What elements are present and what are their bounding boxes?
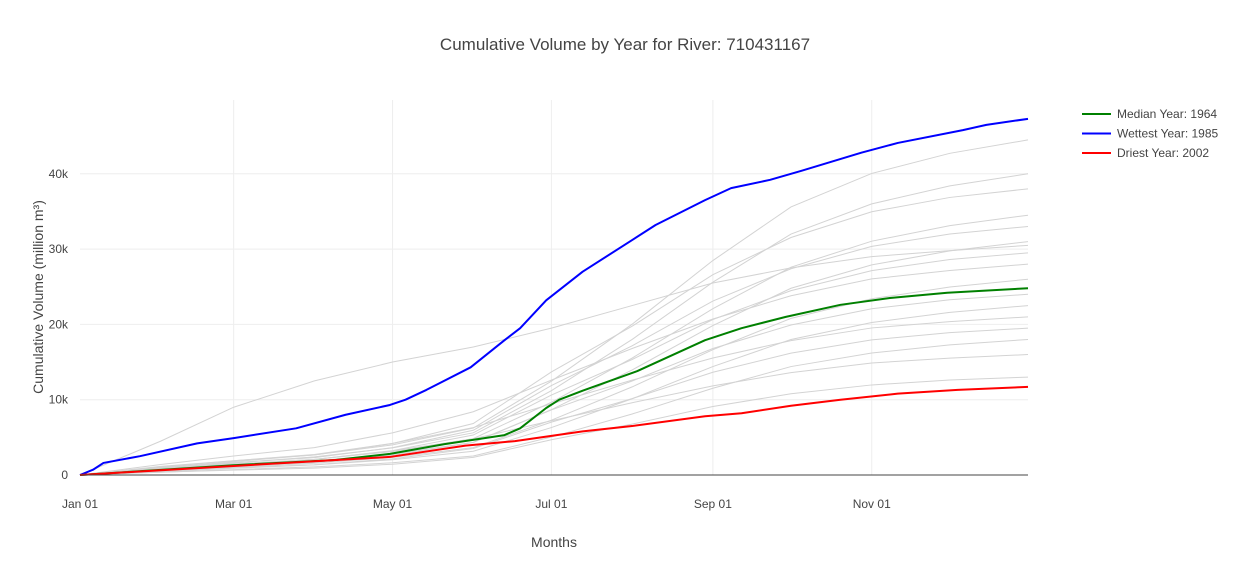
- highlight-lines: [79, 117, 1029, 476]
- other-year-line: [79, 263, 1029, 476]
- other-year-line: [79, 188, 1029, 476]
- series-line-2: [79, 385, 1029, 476]
- other-year-line: [79, 327, 1029, 476]
- y-tick-label: 20k: [49, 317, 69, 331]
- legend-item[interactable]: Median Year: 1964: [1117, 107, 1217, 121]
- other-year-line: [79, 252, 1029, 476]
- other-years-lines: [79, 139, 1029, 476]
- x-tick-label: Jul 01: [535, 497, 567, 511]
- other-year-line: [79, 305, 1029, 476]
- chart-title: Cumulative Volume by Year for River: 710…: [440, 35, 810, 54]
- series-line-1: [79, 117, 1029, 476]
- y-tick-label: 10k: [49, 393, 69, 407]
- legend-item[interactable]: Wettest Year: 1985: [1117, 127, 1219, 141]
- legend-item[interactable]: Driest Year: 2002: [1117, 146, 1209, 160]
- x-tick-label: Nov 01: [853, 497, 891, 511]
- x-tick-label: Mar 01: [215, 497, 253, 511]
- other-year-line: [79, 226, 1029, 476]
- other-year-line: [79, 278, 1029, 476]
- y-tick-label: 30k: [49, 242, 69, 256]
- y-tick-label: 40k: [49, 167, 69, 181]
- x-tick-label: Sep 01: [694, 497, 732, 511]
- x-axis-ticks: Jan 01 Mar 01 May 01 Jul 01 Sep 01 Nov 01: [62, 497, 891, 511]
- x-tick-label: Jan 01: [62, 497, 98, 511]
- x-axis-label: Months: [531, 534, 577, 550]
- y-axis-label: Cumulative Volume (million m³): [30, 200, 46, 394]
- other-year-line: [79, 139, 1029, 476]
- other-year-line: [79, 244, 1029, 476]
- y-tick-label: 0: [61, 468, 68, 482]
- x-tick-label: May 01: [373, 497, 413, 511]
- series-line-0: [79, 287, 1029, 476]
- other-year-line: [79, 338, 1029, 476]
- y-axis-ticks: 0 10k 20k 30k 40k: [49, 167, 69, 482]
- legend: Median Year: 1964 Wettest Year: 1985 Dries…: [1082, 107, 1219, 160]
- other-year-line: [79, 376, 1029, 476]
- other-year-line: [79, 173, 1029, 476]
